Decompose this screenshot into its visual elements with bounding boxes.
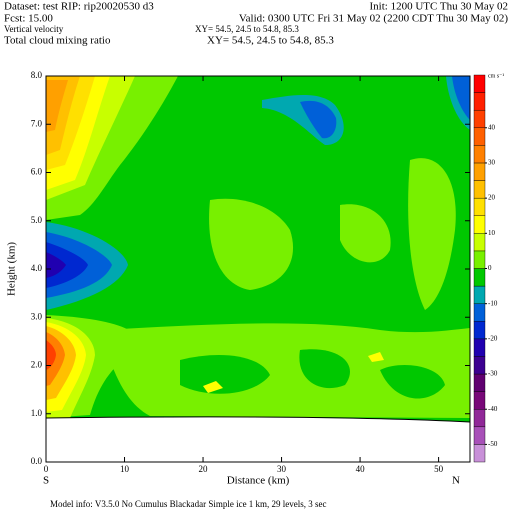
colorbar-tick-label: -40 <box>488 405 498 413</box>
y-tick-label: 8.0 <box>31 70 43 80</box>
y-tick-label: 7.0 <box>31 118 43 128</box>
contour-region <box>46 340 56 370</box>
y-axis-label: Height (km) <box>6 242 18 296</box>
colorbar-tick-label: 20 <box>488 194 496 202</box>
colorbar-bin <box>473 426 486 445</box>
y-tick-label: 0.0 <box>31 456 43 466</box>
colorbar-bin <box>473 215 486 234</box>
colorbar-tick-label: 30 <box>488 159 496 167</box>
contour-region <box>340 204 391 263</box>
footer: Model info: V3.5.0 No Cumulus Blackadar … <box>50 499 327 509</box>
colorbar-tick-label: -30 <box>488 370 498 378</box>
header-xy: XY= 54.5, 24.5 to 54.8, 85.3 <box>207 35 334 47</box>
colorbar-bin <box>473 250 486 269</box>
colorbar-unit: cm s⁻¹ <box>488 73 504 79</box>
header-xy: XY= 54.5, 24.5 to 54.8, 85.3 <box>195 24 299 34</box>
colorbar-bin <box>473 233 486 252</box>
contour-region <box>408 158 456 310</box>
plot-area <box>46 76 470 462</box>
header-field: Vertical velocity <box>4 24 64 34</box>
contour-region <box>300 100 337 139</box>
header-fcst: Fcst: 15.00 <box>4 13 53 25</box>
colorbar-bin <box>473 303 486 322</box>
x-axis-label: Distance (km) <box>227 475 290 487</box>
colorbar-bin <box>473 197 486 216</box>
header-valid: Valid: 0300 UTC Fri 31 May 02 (2200 CDT … <box>239 13 508 25</box>
header-init: Init: 1200 UTC Thu 30 May 02 <box>369 1 508 13</box>
colorbar-bin <box>473 285 486 304</box>
y-tick-label: 4.0 <box>31 263 43 273</box>
colorbar-bin <box>473 127 486 146</box>
colorbar-tick-label: -20 <box>488 334 498 342</box>
y-tick-label: 3.0 <box>31 311 43 321</box>
colorbar-bin <box>473 92 486 111</box>
x-tick-label: 20 <box>199 464 209 474</box>
contour-region <box>100 323 470 418</box>
contour-region <box>46 252 66 278</box>
contour-region <box>203 381 223 393</box>
y-tick-label: 6.0 <box>31 167 43 177</box>
y-tick-label: 1.0 <box>31 408 43 418</box>
colorbar-bin <box>473 180 486 199</box>
header-field: Total cloud mixing ratio <box>4 35 111 47</box>
end-label: S <box>43 475 49 487</box>
contour-region <box>46 80 68 132</box>
contour-region <box>299 349 350 389</box>
end-label: N <box>452 475 460 487</box>
colorbar-bin <box>473 321 486 340</box>
colorbar-bin <box>473 268 486 287</box>
y-tick-label: 2.0 <box>31 360 43 370</box>
colorbar-bin <box>473 373 486 392</box>
x-tick-label: 50 <box>434 464 444 474</box>
y-tick-label: 5.0 <box>31 215 43 225</box>
colorbar-bin <box>473 356 486 375</box>
colorbar-bin <box>473 74 486 93</box>
x-tick-label: 10 <box>120 464 130 474</box>
x-tick-label: 40 <box>356 464 366 474</box>
colorbar-bin <box>473 109 486 128</box>
contour-region <box>368 352 384 362</box>
colorbar-tick-label: 40 <box>488 123 496 131</box>
colorbar-tick-label: 0 <box>488 264 492 272</box>
colorbar-bin <box>473 338 486 357</box>
contour-region <box>209 198 294 290</box>
colorbar-tick-label: 10 <box>488 229 496 237</box>
colorbar-bin <box>473 391 486 410</box>
contour-region <box>180 355 270 394</box>
colorbar-bin <box>473 444 486 463</box>
x-tick-label: 0 <box>44 464 49 474</box>
header-dataset: Dataset: test RIP: rip20020530 d3 <box>4 1 154 13</box>
terrain <box>46 416 470 462</box>
colorbar-bin <box>473 409 486 428</box>
colorbar-bin <box>473 145 486 164</box>
colorbar-tick-label: -10 <box>488 299 498 307</box>
contour-region <box>452 76 470 120</box>
colorbar-tick-label: -50 <box>488 440 498 448</box>
colorbar-bin <box>473 162 486 181</box>
contour-region <box>46 242 88 288</box>
contour-region <box>380 365 445 399</box>
x-tick-label: 30 <box>277 464 287 474</box>
